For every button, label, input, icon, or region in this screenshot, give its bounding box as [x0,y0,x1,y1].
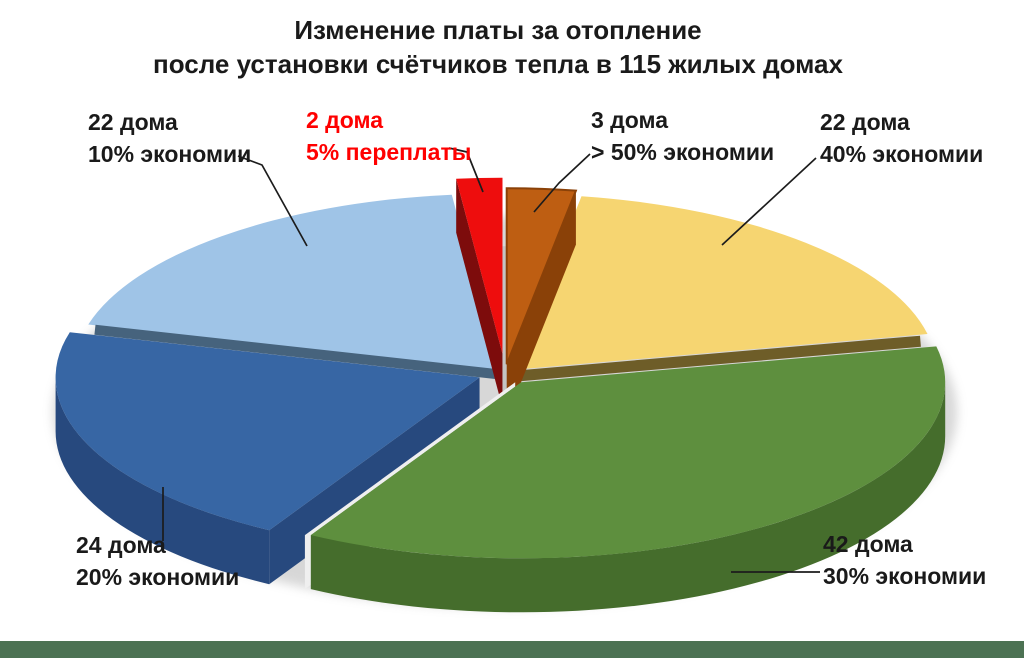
gap-strip-after-blue [94,324,506,380]
chart-title: Изменение платы за отопление после устан… [0,13,996,81]
chart-title-line2: после установки счётчиков тепла в 115 жи… [153,49,843,79]
bottom-band [0,641,1024,658]
pie-slice-green-rim-wall [310,382,946,613]
pie-slice-green [310,346,946,559]
pie-slice-red-cut-face [456,178,503,408]
leader-line-red [448,147,484,193]
pie-slice-blue [55,332,480,531]
pie-slice-red [456,177,503,354]
gap-strip-after-yellow [504,335,921,383]
leader-line-yellow [721,157,817,246]
pie-slice-orange [505,187,578,365]
chart-title-line1: Изменение платы за отопление [294,15,702,45]
pie-slice-orange-cut-face [506,190,576,419]
leader-line-lightblue [237,155,308,247]
pie-slice-blue-rim-wall [55,377,270,585]
pie-slice-lightblue [88,194,499,370]
leader-line-orange [533,153,591,213]
pie-slice-yellow [512,196,928,370]
